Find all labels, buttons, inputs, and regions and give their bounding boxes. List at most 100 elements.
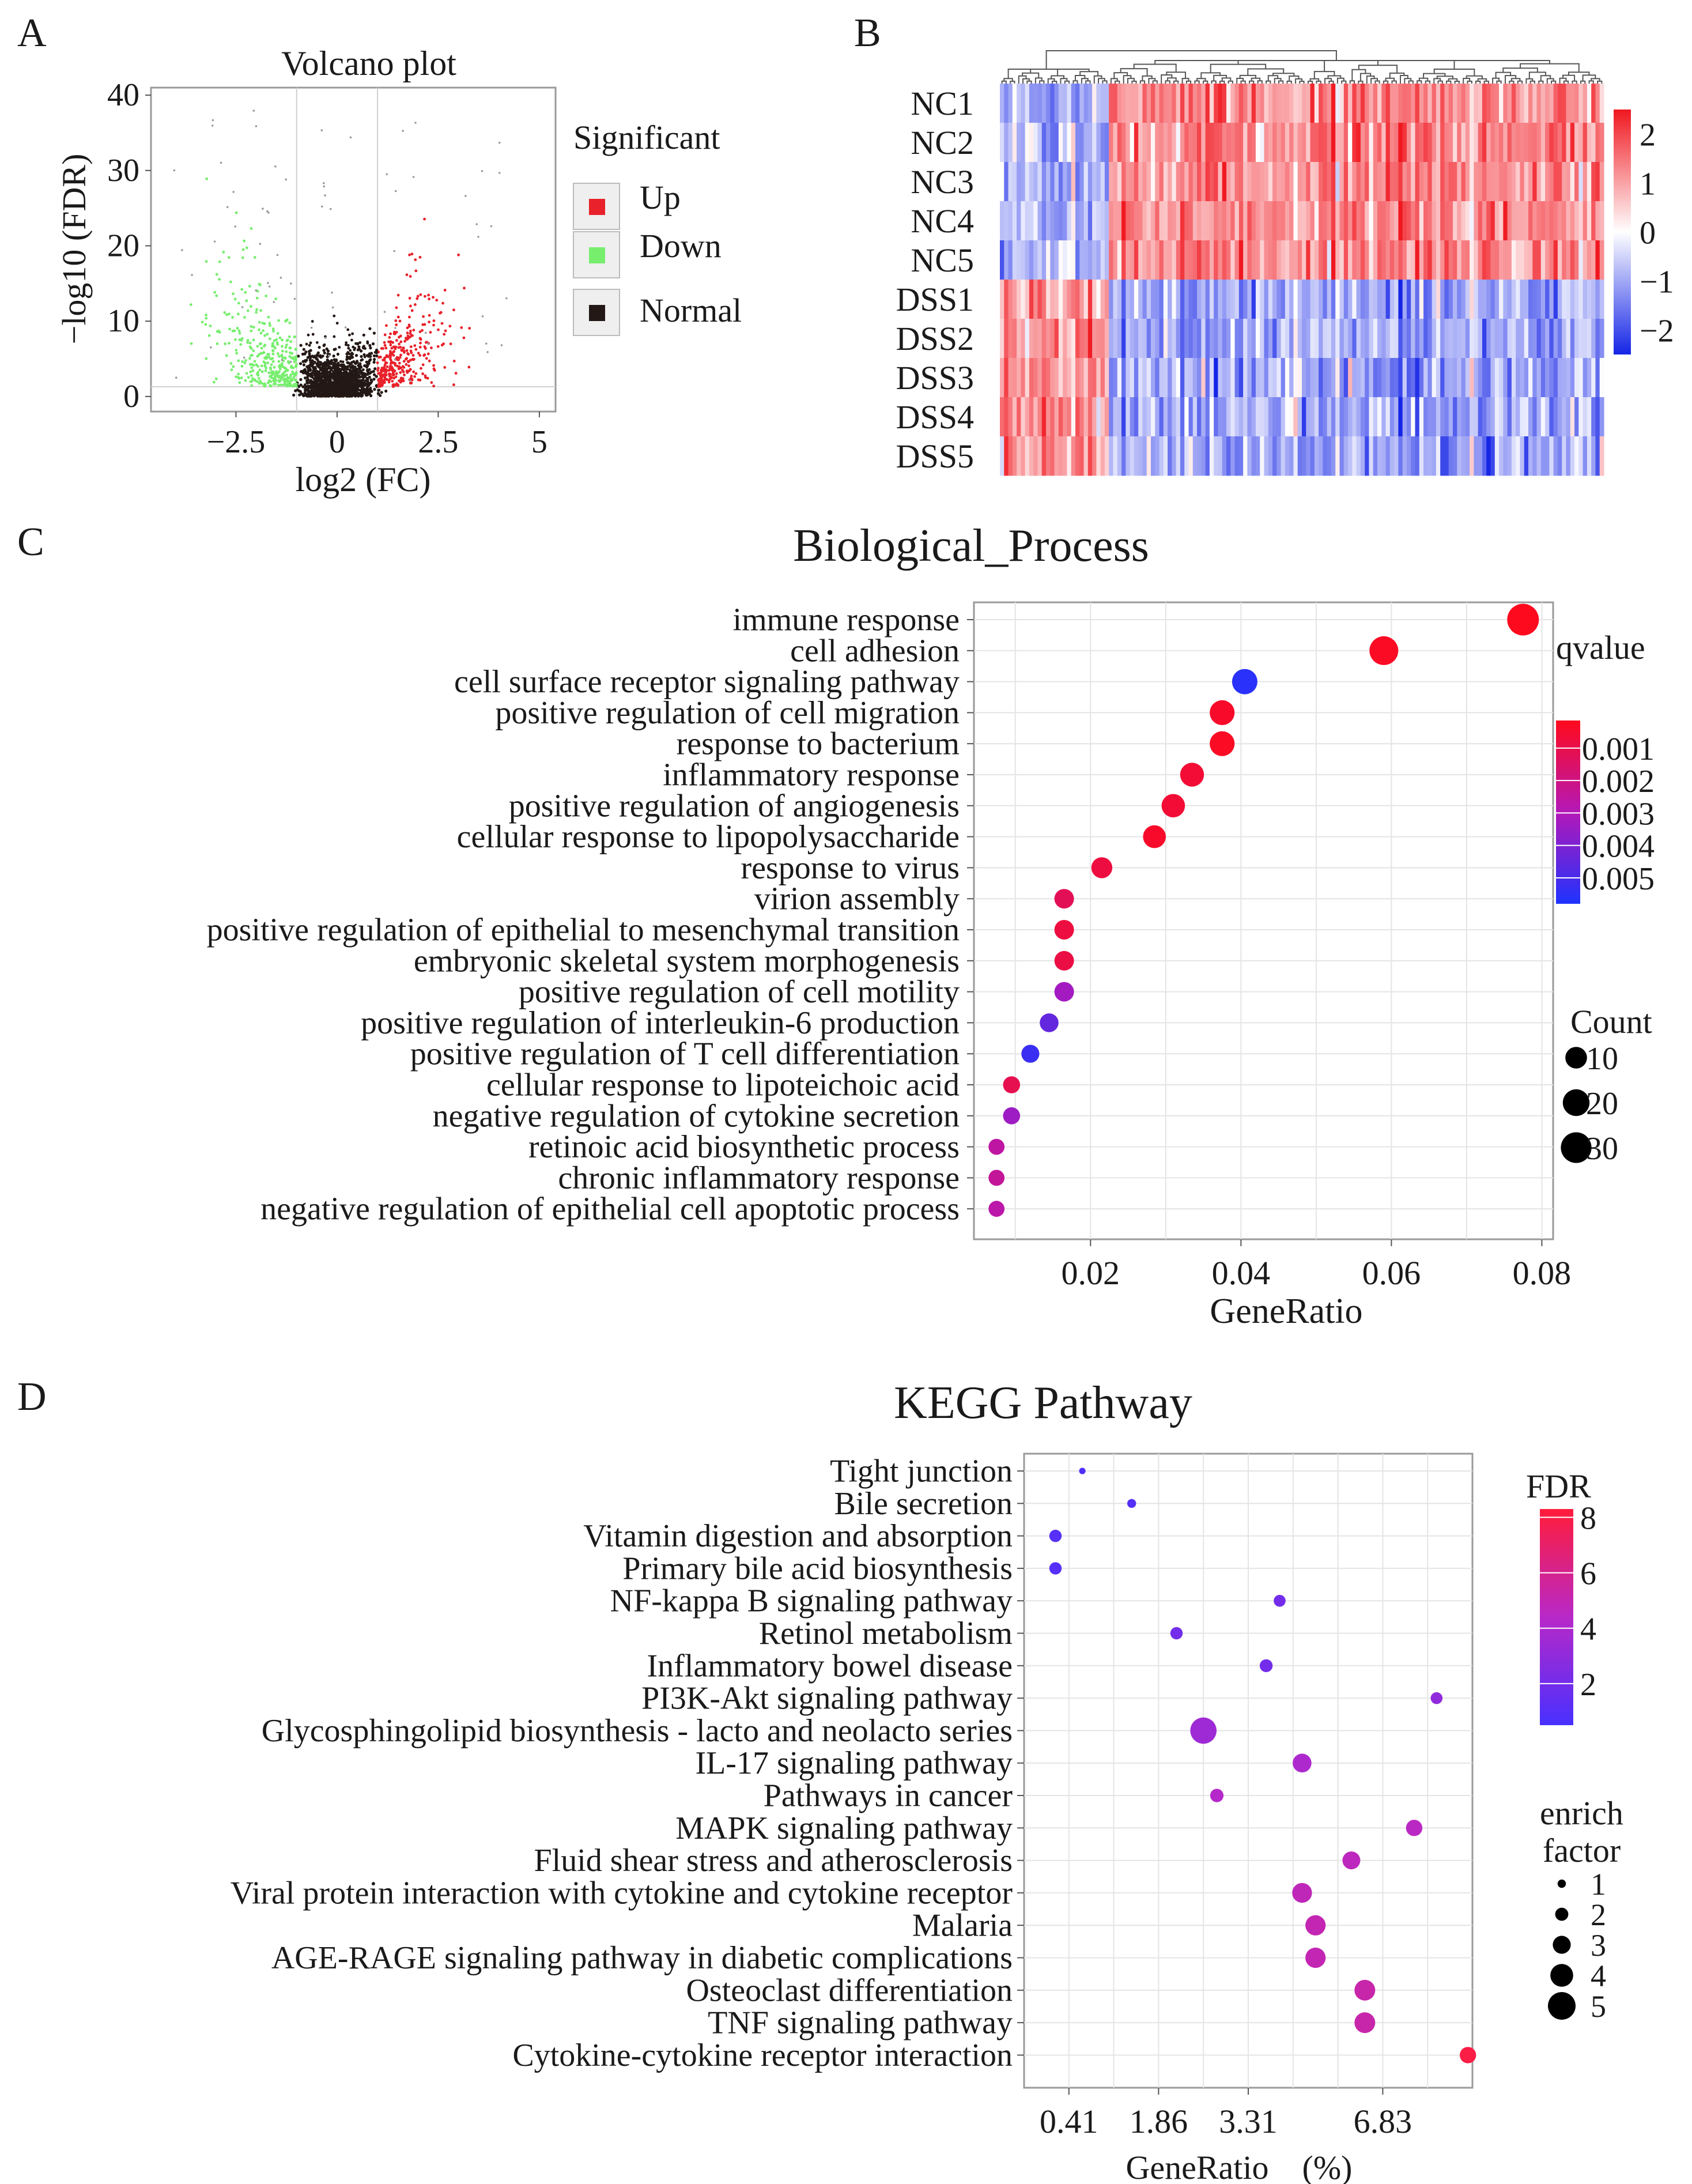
dendrogram-branch: [1286, 80, 1292, 84]
volcano-point: [321, 371, 324, 374]
volcano-xtick-label: −2.5: [207, 424, 266, 460]
heatmap-cell: [1012, 436, 1017, 476]
volcano-point: [349, 377, 352, 380]
heatmap-cell: [1188, 397, 1194, 437]
heatmap-cell: [1130, 358, 1135, 398]
heatmap-cell: [1096, 240, 1101, 280]
heatmap-cell: [1549, 240, 1554, 280]
heatmap-cell: [1075, 358, 1080, 398]
heatmap-cell: [1532, 358, 1538, 398]
kegg-category-label: MAPK signaling pathway: [675, 1810, 1013, 1846]
volcano-point: [432, 323, 435, 327]
volcano-point: [351, 332, 354, 335]
heatmap-cell: [1260, 436, 1265, 476]
volcano-point: [448, 325, 452, 328]
volcano-point: [285, 318, 289, 322]
heatmap-cell: [1214, 358, 1219, 398]
volcano-point: [260, 364, 263, 368]
heatmap-cell: [1184, 162, 1189, 202]
volcano-point: [349, 393, 352, 397]
volcano-point: [432, 319, 436, 322]
volcano-point: [392, 373, 395, 376]
volcano-point: [365, 376, 369, 380]
heatmap-cell: [1566, 358, 1571, 398]
heatmap-cell: [1201, 84, 1206, 123]
heatmap-cell: [1516, 84, 1521, 123]
heatmap-cell: [1516, 240, 1521, 280]
heatmap-cell: [1021, 319, 1026, 359]
heatmap-cell: [1222, 280, 1227, 319]
heatmap-row-label: NC2: [911, 124, 974, 161]
heatmap-cell: [1243, 201, 1248, 241]
volcano-point: [395, 372, 398, 375]
bp-xtick-label: 0.06: [1362, 1254, 1421, 1292]
volcano-point: [373, 367, 377, 371]
volcano-point: [190, 342, 193, 345]
volcano-point: [360, 354, 363, 359]
heatmap-cell: [1155, 397, 1160, 437]
heatmap-cell: [1251, 436, 1256, 476]
heatmap-cell: [1406, 280, 1411, 319]
heatmap-cell: [1192, 240, 1198, 280]
heatmap-cell: [1281, 319, 1286, 359]
heatmap-cell: [1176, 436, 1181, 476]
heatmap-cell: [1453, 162, 1457, 202]
heatmap-cell: [1591, 397, 1596, 437]
heatmap-cell: [1046, 162, 1051, 202]
volcano-point: [360, 365, 363, 369]
heatmap-cell: [1168, 280, 1172, 319]
volcano-point: [268, 322, 271, 325]
heatmap-cell: [1222, 84, 1227, 123]
heatmap-cell: [1423, 84, 1428, 123]
heatmap-cell: [1041, 84, 1047, 123]
heatmap-cell: [1184, 123, 1189, 163]
volcano-point: [372, 360, 376, 364]
heatmap-cell: [1238, 358, 1244, 398]
volcano-point: [420, 367, 422, 370]
heatmap-cell: [1281, 123, 1286, 163]
volcano-point: [402, 130, 404, 132]
heatmap-cell: [1478, 162, 1483, 202]
heatmap-cell: [1436, 280, 1441, 319]
heatmap-cell: [1339, 240, 1344, 280]
volcano-point: [407, 353, 410, 356]
volcano-point: [426, 376, 429, 380]
volcano-point: [416, 297, 419, 300]
bp-category-label: cellular response to lipopolysaccharide: [457, 819, 960, 855]
volcano-point: [241, 256, 244, 259]
volcano-point: [357, 375, 360, 378]
heatmap-cell: [1419, 201, 1424, 241]
volcano-point: [422, 354, 425, 357]
volcano-point: [305, 388, 308, 392]
volcano-point: [224, 342, 226, 345]
bp-point: [1507, 603, 1539, 636]
heatmap-cell: [1411, 436, 1416, 476]
heatmap-cell: [1130, 162, 1135, 202]
heatmap-cell: [1331, 162, 1336, 202]
heatmap-cell: [1457, 397, 1462, 437]
volcano-point: [215, 294, 218, 297]
volcano-point: [357, 345, 361, 349]
heatmap-cell: [1285, 280, 1290, 319]
heatmap-cell: [1071, 201, 1076, 241]
volcano-point: [323, 363, 327, 367]
heatmap-cell: [1297, 436, 1302, 476]
volcano-point: [402, 346, 405, 350]
heatmap-cell: [1293, 280, 1298, 319]
heatmap-cell: [1192, 123, 1198, 163]
volcano-point: [259, 342, 263, 345]
volcano-point: [372, 354, 376, 357]
heatmap-cell: [1264, 397, 1269, 437]
heatmap-cell: [1192, 319, 1198, 359]
heatmap-cell: [1432, 436, 1437, 476]
volcano-point: [462, 336, 466, 340]
volcano-ytick-label: 20: [107, 228, 139, 263]
kegg-xtick-label: 0.41: [1040, 2103, 1098, 2140]
kegg-size-legend-label: 2: [1591, 1898, 1606, 1932]
heatmap-cell: [1549, 280, 1554, 319]
volcano-point: [312, 367, 316, 370]
heatmap-cell: [1566, 123, 1571, 163]
volcano-point: [368, 359, 371, 363]
heatmap-cell: [1176, 84, 1181, 123]
volcano-point: [485, 342, 488, 345]
